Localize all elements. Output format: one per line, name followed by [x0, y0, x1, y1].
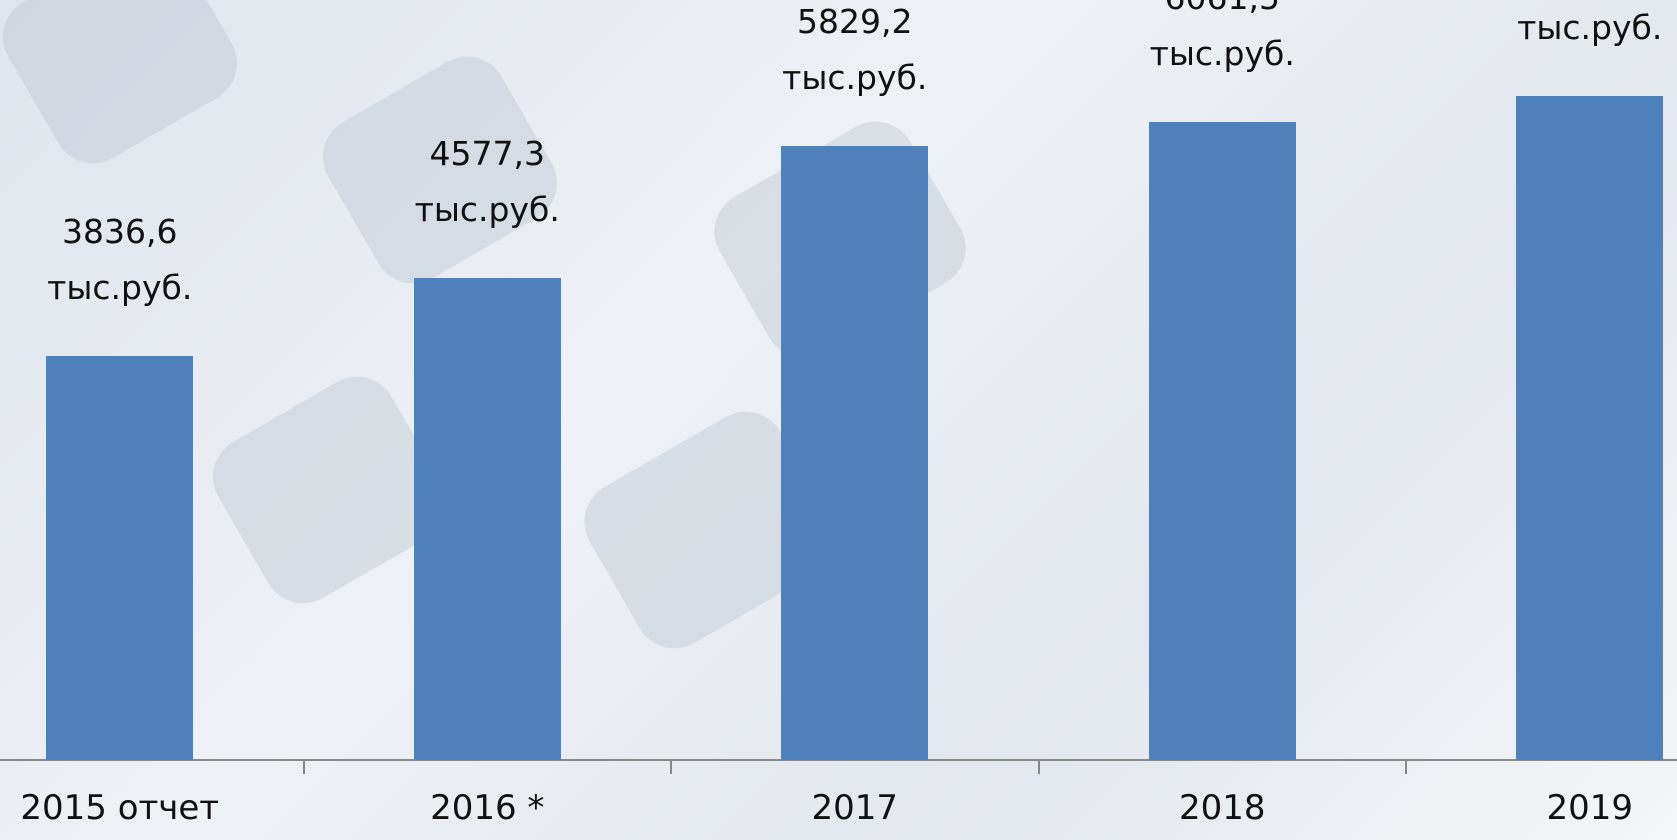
x-tick: [1405, 760, 1407, 774]
x-tick-label: 2015 отчет: [20, 788, 220, 828]
x-axis: [0, 759, 1677, 761]
data-label: 4577,3 тыс.руб.: [414, 134, 560, 230]
x-tick: [302, 760, 305, 774]
bar: [413, 278, 561, 760]
data-label: 3836,6 тыс.руб.: [47, 212, 193, 308]
bar: [1148, 121, 1296, 760]
x-tick-label: 2018: [1178, 788, 1266, 828]
data-label: 5829,2 тыс.руб.: [782, 2, 928, 98]
x-tick: [1037, 760, 1040, 774]
x-tick-label: 2016 *: [430, 788, 545, 828]
data-label: 6303,1 тыс.руб.: [1517, 8, 1663, 48]
x-tick-label: 2017: [811, 788, 899, 828]
background-key: [0, 0, 252, 178]
x-tick: [670, 760, 672, 774]
bar: [1516, 96, 1664, 760]
bar: [781, 146, 929, 760]
bar: [46, 356, 194, 760]
data-label: 6061,5 тыс.руб.: [1149, 0, 1295, 73]
x-tick-label: 2019: [1546, 788, 1634, 828]
